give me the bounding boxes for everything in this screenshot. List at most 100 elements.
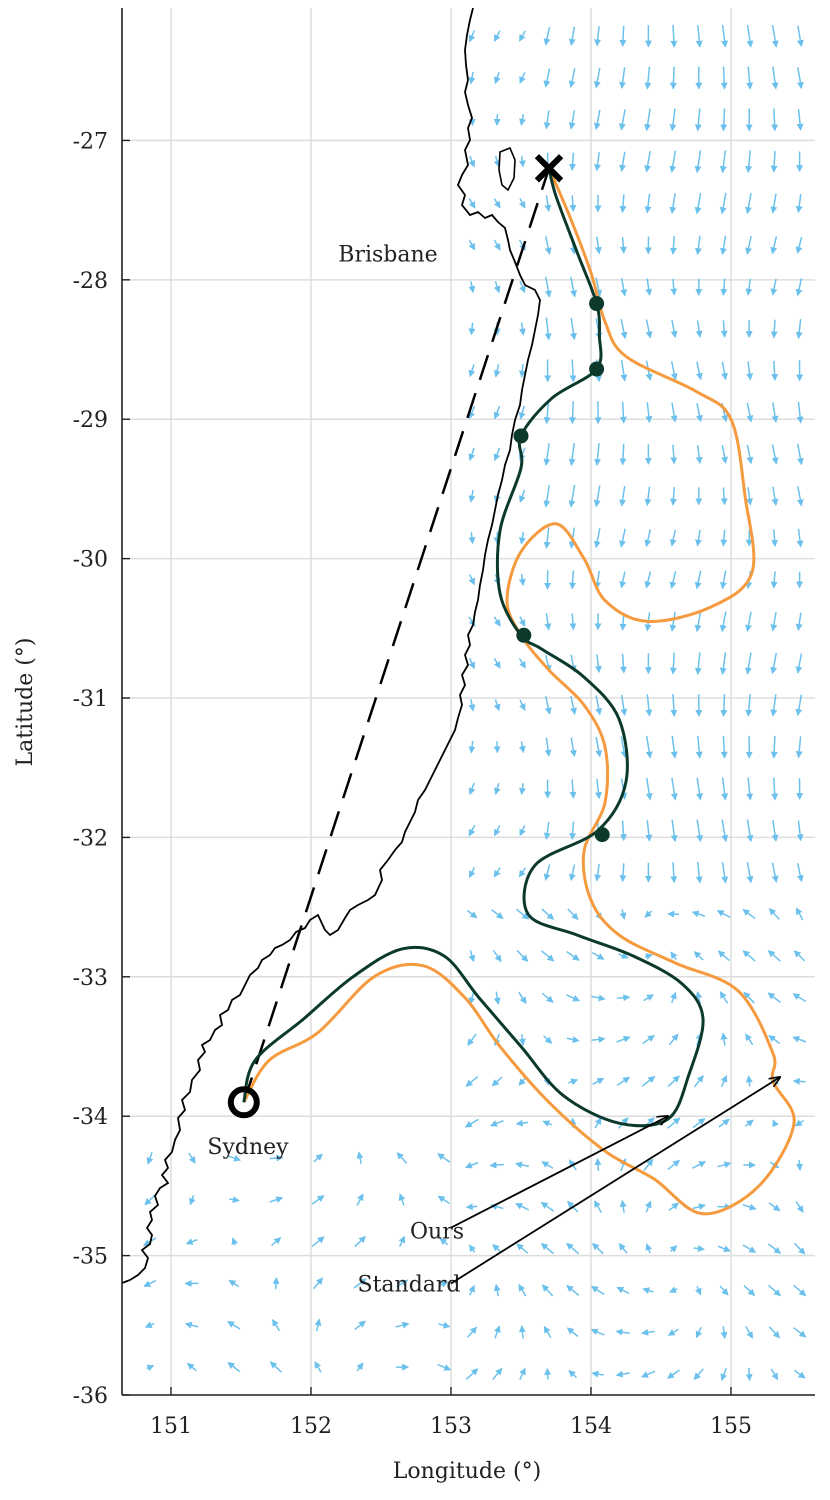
axis-ticks: 151 152 153 154 155 -27 -28 -29 -30 -31 -32 -33 -34 -… — [73, 129, 752, 1439]
current-arrow — [514, 1161, 530, 1169]
current-arrow — [593, 67, 601, 89]
current-arrow — [719, 611, 727, 633]
current-arrow — [695, 1326, 703, 1339]
current-arrow — [669, 108, 677, 132]
current-arrow — [670, 991, 677, 1003]
current-arrow — [493, 825, 501, 837]
current-arrow — [465, 1368, 479, 1380]
place-labels: Brisbane Sydney — [207, 243, 437, 1160]
y-tick-label: -27 — [73, 129, 108, 154]
x-axis-label: Longitude (°) — [393, 1459, 541, 1484]
current-arrow — [396, 1152, 408, 1164]
legend-arrow-standard — [450, 1077, 780, 1285]
current-arrow — [569, 152, 577, 171]
current-arrow — [619, 909, 627, 920]
current-arrow — [591, 1370, 604, 1378]
current-arrow — [566, 1242, 580, 1255]
current-arrow — [669, 1245, 678, 1253]
current-arrow — [795, 907, 804, 921]
current-arrow — [692, 1161, 707, 1169]
current-arrow — [591, 994, 606, 1002]
current-arrow — [594, 152, 602, 172]
current-arrow — [795, 694, 803, 717]
current-arrow — [618, 1243, 628, 1254]
current-arrow — [620, 360, 628, 382]
current-arrow — [645, 820, 653, 842]
current-arrow — [492, 949, 502, 963]
current-arrow — [644, 66, 652, 90]
current-arrow — [667, 1159, 681, 1171]
current-arrow — [645, 319, 653, 339]
current-arrow — [493, 72, 501, 85]
current-arrow — [468, 574, 475, 586]
current-arrow — [543, 26, 551, 46]
current-arrow — [541, 1161, 554, 1169]
current-arrow — [716, 910, 731, 919]
current-arrow — [771, 777, 779, 801]
current-arrow — [437, 1363, 452, 1371]
current-arrow — [771, 529, 779, 548]
current-arrow — [794, 1119, 805, 1127]
current-arrow — [543, 484, 551, 508]
current-arrow — [591, 1035, 606, 1043]
current-arrow — [645, 694, 653, 717]
current-arrow — [439, 1237, 449, 1246]
current-arrow — [669, 611, 677, 632]
current-arrow — [720, 1074, 728, 1088]
current-arrow — [146, 1364, 155, 1372]
current-arrow — [493, 155, 501, 168]
current-arrow — [570, 695, 577, 715]
current-arrow — [566, 1327, 579, 1338]
current-arrow — [493, 364, 501, 378]
current-arrow — [543, 527, 551, 549]
current-arrow — [694, 652, 702, 675]
current-arrow — [792, 993, 807, 1003]
current-arrow — [720, 1326, 728, 1340]
current-arrow — [493, 281, 501, 294]
current-arrow — [518, 1283, 527, 1297]
current-arrow — [568, 484, 576, 508]
current-arrow — [569, 195, 577, 212]
current-arrow — [796, 109, 804, 131]
current-arrow — [693, 1075, 704, 1088]
current-arrow — [720, 487, 728, 506]
current-arrow — [695, 735, 703, 759]
current-arrow — [770, 1368, 779, 1381]
current-arrow — [670, 862, 678, 884]
y-axis-label: Latitude (°) — [13, 638, 38, 767]
current-arrow — [519, 72, 526, 84]
current-arrow — [745, 1033, 754, 1046]
current-arrow — [719, 150, 727, 174]
current-arrow — [468, 489, 476, 503]
current-arrow — [796, 443, 804, 466]
current-arrow — [592, 1242, 604, 1255]
current-arrow — [518, 867, 527, 878]
current-arrow — [670, 693, 678, 717]
current-arrow — [516, 950, 529, 962]
current-arrow — [670, 402, 678, 423]
current-arrow — [518, 1034, 526, 1046]
current-arrow — [518, 573, 526, 586]
grid-lines — [122, 8, 815, 1396]
current-arrow — [669, 1286, 678, 1293]
current-arrow — [795, 612, 803, 632]
y-tick-label: -33 — [73, 966, 108, 991]
current-arrow — [593, 1200, 603, 1213]
current-arrow — [468, 30, 476, 43]
current-arrow — [669, 529, 677, 547]
current-arrow — [745, 693, 753, 717]
current-arrow — [568, 864, 576, 882]
current-arrow — [619, 571, 627, 589]
current-arrow — [518, 1077, 527, 1086]
waypoint-marker — [589, 296, 605, 312]
legend-label-standard: Standard — [358, 1272, 461, 1297]
current-arrow — [744, 652, 752, 675]
current-arrow — [543, 864, 551, 882]
current-arrow — [515, 908, 530, 920]
y-tick-label: -34 — [73, 1105, 108, 1130]
current-arrow — [619, 863, 627, 883]
current-arrow — [314, 1318, 322, 1332]
current-arrow — [468, 532, 476, 545]
current-arrow — [746, 402, 754, 423]
current-arrow — [396, 1279, 409, 1288]
